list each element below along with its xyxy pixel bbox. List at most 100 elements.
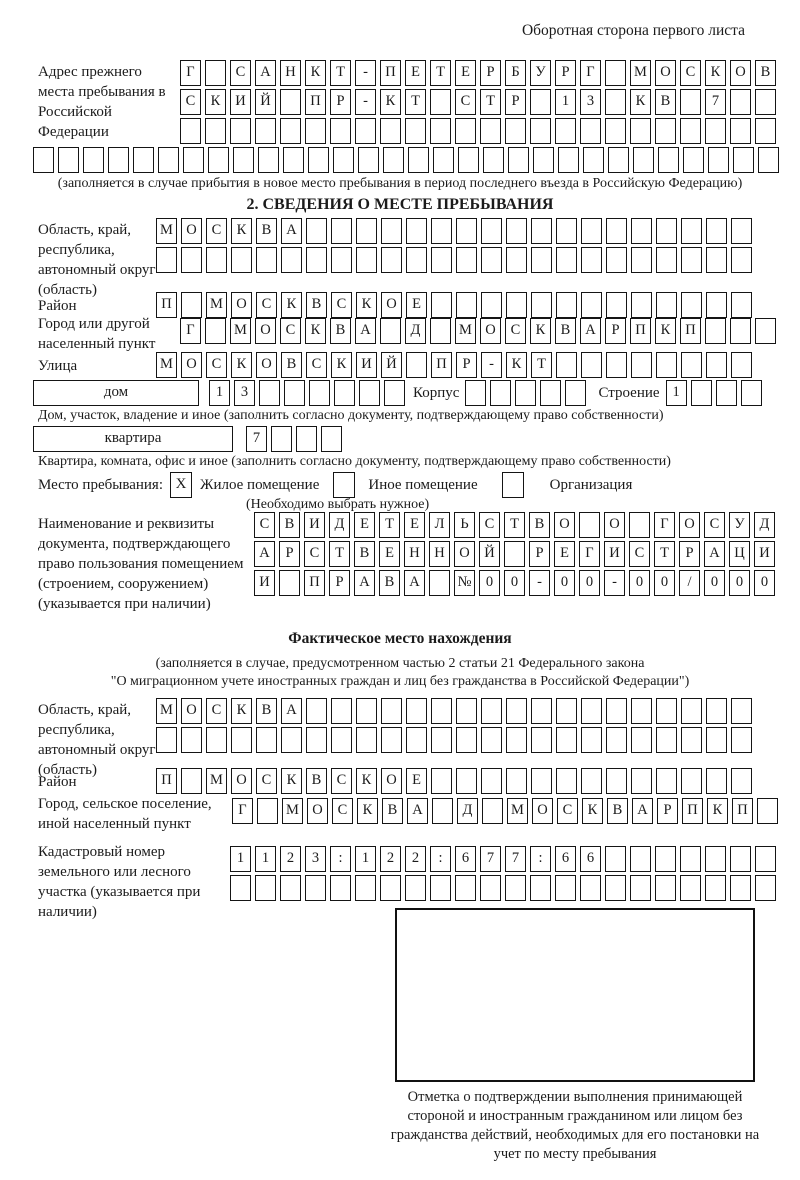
char-cell[interactable]: [108, 147, 129, 173]
char-cell[interactable]: И: [604, 541, 625, 567]
char-cell[interactable]: [681, 352, 702, 378]
char-cell[interactable]: [481, 218, 502, 244]
char-cell[interactable]: [581, 292, 602, 318]
char-cell[interactable]: С: [479, 512, 500, 538]
char-cell[interactable]: [359, 380, 380, 406]
char-cell[interactable]: [356, 218, 377, 244]
char-cell[interactable]: 1: [665, 380, 687, 406]
char-cell[interactable]: [655, 118, 676, 144]
char-cell[interactable]: [280, 875, 301, 901]
char-cell[interactable]: [281, 247, 302, 273]
char-cell[interactable]: [205, 318, 226, 344]
char-cell[interactable]: [481, 768, 502, 794]
char-cell[interactable]: 3: [580, 89, 601, 115]
char-cell[interactable]: С: [180, 89, 201, 115]
char-cell[interactable]: С: [256, 292, 277, 318]
char-cell[interactable]: С: [206, 698, 227, 724]
char-cell[interactable]: [406, 727, 427, 753]
char-cell[interactable]: [456, 727, 477, 753]
char-cell[interactable]: А: [404, 570, 425, 596]
char-cell[interactable]: В: [256, 218, 277, 244]
char-cell[interactable]: [555, 118, 576, 144]
char-cell[interactable]: П: [156, 292, 177, 318]
char-cell[interactable]: [431, 727, 452, 753]
char-cell[interactable]: [506, 247, 527, 273]
char-cell[interactable]: [280, 89, 301, 115]
char-cell[interactable]: Р: [456, 352, 477, 378]
char-cell[interactable]: О: [381, 768, 402, 794]
char-cell[interactable]: С: [206, 218, 227, 244]
char-cell[interactable]: К: [655, 318, 676, 344]
char-cell[interactable]: [579, 512, 600, 538]
char-cell[interactable]: [309, 380, 330, 406]
char-cell[interactable]: Е: [354, 512, 375, 538]
char-cell[interactable]: А: [580, 318, 601, 344]
char-cell[interactable]: И: [304, 512, 325, 538]
char-cell[interactable]: О: [655, 60, 676, 86]
char-cell[interactable]: К: [380, 89, 401, 115]
char-cell[interactable]: [305, 875, 326, 901]
char-cell[interactable]: [431, 292, 452, 318]
char-cell[interactable]: 7: [246, 426, 267, 452]
char-cell[interactable]: К: [356, 292, 377, 318]
char-cell[interactable]: К: [630, 89, 651, 115]
char-cell[interactable]: [606, 247, 627, 273]
char-cell[interactable]: [655, 846, 676, 872]
char-cell[interactable]: [558, 147, 579, 173]
char-cell[interactable]: [683, 147, 704, 173]
char-cell[interactable]: [331, 727, 352, 753]
char-cell[interactable]: 0: [754, 570, 775, 596]
char-cell[interactable]: Т: [379, 512, 400, 538]
char-cell[interactable]: С: [280, 318, 301, 344]
char-cell[interactable]: [504, 541, 525, 567]
char-cell[interactable]: Г: [580, 60, 601, 86]
char-cell[interactable]: [733, 147, 754, 173]
char-cell[interactable]: [605, 118, 626, 144]
char-cell[interactable]: [258, 147, 279, 173]
char-cell[interactable]: М: [156, 698, 177, 724]
char-cell[interactable]: С: [230, 60, 251, 86]
char-cell[interactable]: Р: [279, 541, 300, 567]
char-cell[interactable]: 1: [555, 89, 576, 115]
char-cell[interactable]: [482, 798, 503, 824]
char-cell[interactable]: [581, 247, 602, 273]
char-cell[interactable]: Т: [654, 541, 675, 567]
char-cell[interactable]: А: [632, 798, 653, 824]
char-cell[interactable]: С: [331, 292, 352, 318]
char-cell[interactable]: Р: [605, 318, 626, 344]
char-cell[interactable]: [605, 875, 626, 901]
char-cell[interactable]: [381, 218, 402, 244]
char-cell[interactable]: М: [206, 292, 227, 318]
char-cell[interactable]: Е: [405, 60, 426, 86]
char-cell[interactable]: [533, 147, 554, 173]
char-cell[interactable]: В: [655, 89, 676, 115]
char-cell[interactable]: [381, 727, 402, 753]
char-cell[interactable]: [331, 698, 352, 724]
char-cell[interactable]: [481, 727, 502, 753]
char-cell[interactable]: П: [630, 318, 651, 344]
char-cell[interactable]: [606, 352, 627, 378]
char-cell[interactable]: К: [506, 352, 527, 378]
dom-field-box[interactable]: дом: [33, 380, 199, 406]
char-cell[interactable]: [656, 352, 677, 378]
char-cell[interactable]: [556, 352, 577, 378]
char-cell[interactable]: [181, 247, 202, 273]
char-cell[interactable]: Е: [554, 541, 575, 567]
char-cell[interactable]: :: [430, 846, 451, 872]
char-cell[interactable]: М: [630, 60, 651, 86]
char-cell[interactable]: [730, 318, 751, 344]
char-cell[interactable]: С: [256, 768, 277, 794]
char-cell[interactable]: [556, 292, 577, 318]
char-cell[interactable]: [206, 247, 227, 273]
char-cell[interactable]: [580, 118, 601, 144]
char-cell[interactable]: [705, 118, 726, 144]
char-cell[interactable]: [681, 768, 702, 794]
char-cell[interactable]: [181, 727, 202, 753]
char-cell[interactable]: У: [729, 512, 750, 538]
char-cell[interactable]: [631, 768, 652, 794]
char-cell[interactable]: [758, 147, 779, 173]
char-cell[interactable]: [680, 846, 701, 872]
char-cell[interactable]: 0: [579, 570, 600, 596]
char-cell[interactable]: [280, 118, 301, 144]
char-cell[interactable]: [730, 846, 751, 872]
